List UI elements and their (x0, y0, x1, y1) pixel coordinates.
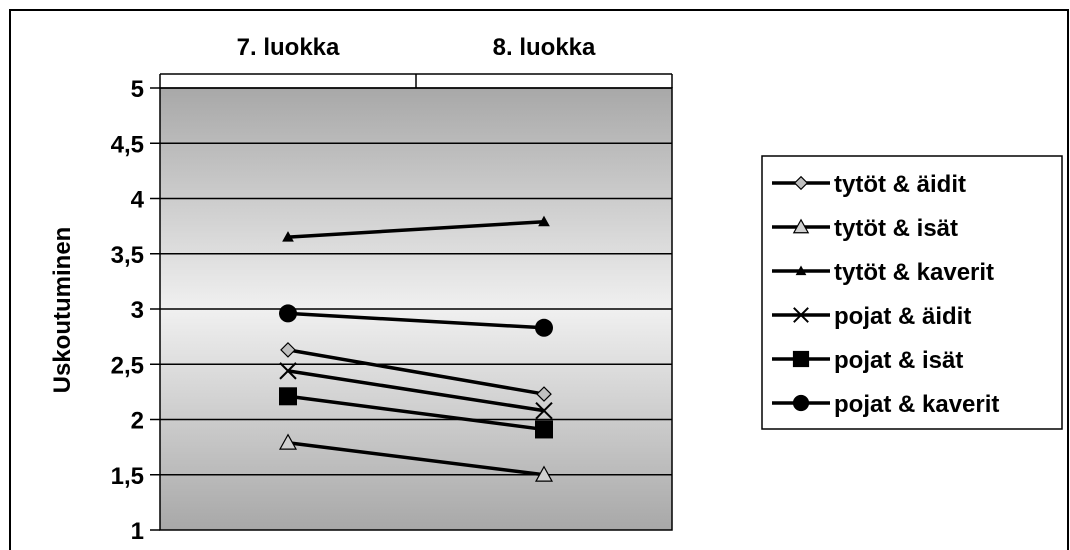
data-point (279, 362, 297, 380)
legend-item: tytöt & äidit (772, 171, 966, 198)
data-point (793, 175, 809, 191)
series-line (287, 348, 545, 396)
data-point (792, 394, 810, 412)
data-point (279, 387, 297, 406)
x-category-labels: 7. luokka 8. luokka (237, 34, 596, 61)
y-tick-label: 2 (131, 408, 144, 435)
series-6 (279, 304, 553, 337)
series-1 (280, 342, 552, 402)
legend-box (761, 155, 1063, 430)
y-tick-label: 4 (131, 187, 145, 214)
data-point (792, 350, 810, 368)
data-point (795, 265, 807, 276)
series-line (287, 394, 545, 432)
legend-label: tytöt & isät (834, 215, 958, 242)
axes (150, 73, 673, 531)
series-4 (279, 362, 553, 420)
data-point (535, 401, 553, 420)
series-3 (282, 215, 550, 242)
data-point (280, 342, 296, 358)
legend-label: pojat & isät (834, 347, 963, 374)
y-tick-label: 4,5 (111, 131, 144, 158)
y-tick-label: 2,5 (111, 352, 144, 379)
data-point (538, 215, 550, 227)
x-category-label: 8. luokka (493, 34, 596, 61)
data-point (792, 218, 810, 234)
legend-item: pojat & äidit (772, 303, 971, 330)
y-tick-label: 5 (131, 76, 144, 103)
data-point (535, 318, 553, 337)
legend-label: tytöt & kaverit (834, 259, 994, 286)
y-axis-label: Uskoutuminen (49, 227, 76, 394)
legend-item: pojat & isät (772, 347, 963, 374)
series-2 (278, 433, 554, 482)
data-point (279, 304, 297, 323)
y-tick-label: 1 (131, 518, 144, 545)
y-tick-label: 1,5 (111, 463, 144, 490)
legend-label: pojat & kaverit (834, 391, 999, 418)
series-5 (279, 387, 553, 439)
y-tick-labels: 1 1,5 2 2,5 3 3,5 4 4,5 5 (111, 76, 145, 545)
y-tick-label: 3 (131, 297, 144, 324)
series-layer (278, 215, 554, 482)
data-point (535, 420, 553, 439)
series-line (287, 440, 545, 477)
legend-label: tytöt & äidit (834, 171, 966, 198)
legend-item: tytöt & kaverit (772, 259, 994, 286)
data-point (282, 231, 294, 242)
data-point (534, 465, 554, 482)
series-line (287, 219, 545, 239)
legend-label: pojat & äidit (834, 303, 971, 330)
data-point (536, 386, 552, 402)
series-line (287, 369, 545, 413)
grid-lines (160, 87, 672, 476)
legend-item: tytöt & isät (772, 215, 958, 242)
series-line (287, 311, 545, 330)
data-point (793, 307, 809, 323)
y-tick-label: 3,5 (111, 242, 144, 269)
legend: tytöt & äidit tytöt & isät tytöt & kaverit… (772, 171, 999, 418)
data-point (278, 433, 298, 450)
legend-item: pojat & kaverit (772, 391, 999, 418)
x-category-label: 7. luokka (237, 34, 340, 61)
